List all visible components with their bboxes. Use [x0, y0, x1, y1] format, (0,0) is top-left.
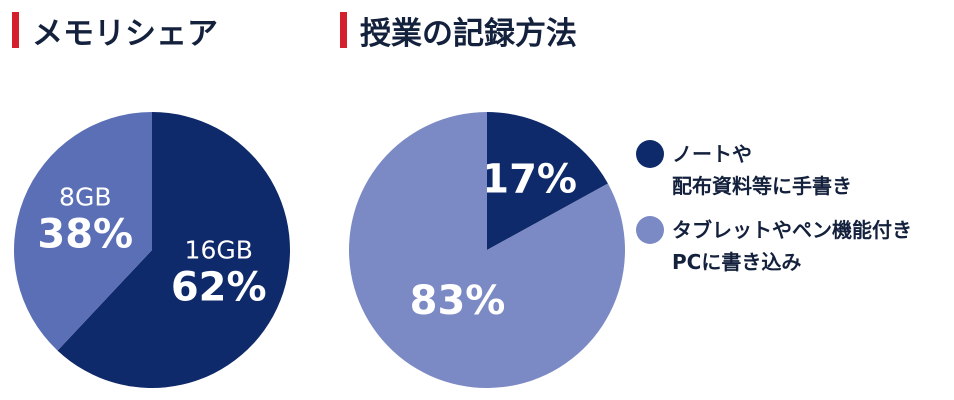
title-marker	[12, 12, 19, 48]
slice-category: 8GB	[59, 183, 111, 212]
value-label: 62%	[171, 264, 267, 310]
legend: ノートや 配布資料等に手書きタブレットやペン機能付き PCに書き込み	[636, 140, 912, 292]
pie-slice	[57, 112, 290, 388]
slice-category: 16GB	[185, 235, 253, 264]
legend-item: ノートや 配布資料等に手書き	[636, 140, 912, 202]
value-label: 38%	[37, 212, 133, 258]
chart-title: メモリシェア	[32, 16, 218, 52]
legend-label: タブレットやペン機能付き PCに書き込み	[672, 218, 912, 274]
pie-slice	[13, 112, 152, 351]
value-label: 83%	[410, 278, 506, 324]
value-label: 17%	[481, 157, 577, 203]
legend-item: タブレットやペン機能付き PCに書き込み	[636, 216, 912, 278]
legend-swatch	[636, 140, 664, 168]
title-marker	[340, 12, 347, 48]
pie-slice	[487, 112, 608, 250]
chart-title: 授業の記録方法	[360, 16, 577, 52]
pie-slice	[349, 112, 626, 388]
legend-swatch	[636, 216, 664, 244]
legend-label: ノートや 配布資料等に手書き	[672, 142, 852, 198]
